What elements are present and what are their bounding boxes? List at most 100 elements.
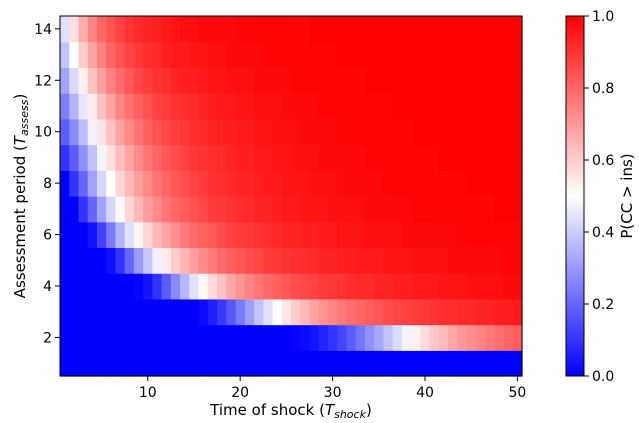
heatmap-cell <box>115 221 126 249</box>
heatmap-cell <box>152 144 163 171</box>
heatmap-cell <box>152 16 163 43</box>
heatmap-cell <box>87 144 98 171</box>
heatmap-cell <box>217 93 227 120</box>
heatmap-cell <box>429 273 440 300</box>
heatmap-cell <box>189 41 200 69</box>
heatmap-cell <box>485 350 495 377</box>
heatmap-cell <box>115 350 126 377</box>
heatmap-cell <box>374 67 384 94</box>
heatmap-cell <box>383 221 394 249</box>
x-axis-label: Time of shock (Tshock) <box>209 401 372 421</box>
heatmap-cell <box>217 324 227 351</box>
heatmap-cell <box>327 118 338 146</box>
heatmap-cell <box>69 221 80 249</box>
heatmap-cell <box>207 221 218 249</box>
heatmap-cell <box>291 93 301 120</box>
heatmap-cell <box>327 221 338 249</box>
heatmap-cell <box>281 221 292 249</box>
heatmap-cell <box>124 247 135 274</box>
heatmap-cell <box>226 350 237 377</box>
heatmap-cell <box>494 67 505 94</box>
heatmap-cell <box>466 144 477 171</box>
heatmap-cell <box>106 324 117 351</box>
heatmap-cell <box>207 16 218 43</box>
heatmap-cell <box>244 221 255 249</box>
heatmap-cell <box>429 144 440 171</box>
heatmap-cell <box>263 16 274 43</box>
heatmap-cell <box>60 93 70 120</box>
heatmap-cell <box>355 144 366 171</box>
heatmap-cell <box>152 67 163 94</box>
heatmap-cell <box>401 273 412 300</box>
heatmap-cell <box>374 16 384 43</box>
heatmap-cell <box>429 93 440 120</box>
heatmap-cell <box>60 41 70 69</box>
heatmap-cell <box>429 41 440 69</box>
heatmap-cell <box>69 118 80 146</box>
heatmap-cell <box>87 298 98 326</box>
heatmap-cell <box>180 298 190 326</box>
heatmap-cell <box>198 16 209 43</box>
heatmap-cell <box>355 41 366 69</box>
heatmap-cell <box>170 144 181 171</box>
heatmap-cell <box>161 144 172 171</box>
heatmap-cell <box>503 170 514 197</box>
heatmap-cell <box>152 298 163 326</box>
heatmap-cell <box>198 118 209 146</box>
heatmap-cell <box>291 221 301 249</box>
heatmap-cell <box>485 16 495 43</box>
heatmap-cell <box>300 350 311 377</box>
heatmap-cell <box>106 16 117 43</box>
heatmap-cell <box>457 118 468 146</box>
heatmap-cell <box>300 144 311 171</box>
heatmap-cell <box>411 247 421 274</box>
heatmap-cell <box>281 16 292 43</box>
heatmap-cell <box>291 196 301 223</box>
heatmap-cell <box>300 221 311 249</box>
heatmap-cell <box>263 170 274 197</box>
heatmap-cell <box>263 144 274 171</box>
heatmap-cell <box>198 221 209 249</box>
heatmap-cell <box>448 144 458 171</box>
heatmap-cell <box>263 350 274 377</box>
heatmap-cell <box>503 118 514 146</box>
heatmap-cell <box>337 247 348 274</box>
heatmap-cell <box>226 118 237 146</box>
heatmap-cell <box>475 221 486 249</box>
heatmap-cell <box>152 221 163 249</box>
heatmap-cell <box>235 41 246 69</box>
heatmap-cell <box>485 196 495 223</box>
heatmap-cell <box>411 196 421 223</box>
y-axis-label: Assessment period (Tassess) <box>11 94 31 299</box>
heatmap-cell <box>133 324 144 351</box>
heatmap-cell <box>392 273 403 300</box>
heatmap-cell <box>60 350 70 377</box>
heatmap-cell <box>364 324 375 351</box>
heatmap-cell <box>106 118 117 146</box>
heatmap-cell <box>300 324 311 351</box>
heatmap-cell <box>420 93 431 120</box>
heatmap-cell <box>438 41 449 69</box>
heatmap-cell <box>429 67 440 94</box>
heatmap-cell <box>337 298 348 326</box>
heatmap-cell <box>374 41 384 69</box>
heatmap-cell <box>448 16 458 43</box>
heatmap-cell <box>438 247 449 274</box>
heatmap-cell <box>383 247 394 274</box>
heatmap-cell <box>466 41 477 69</box>
heatmap-cell <box>457 273 468 300</box>
heatmap-cell <box>364 118 375 146</box>
heatmap-cell <box>115 93 126 120</box>
heatmap-cell <box>503 16 514 43</box>
colorbar-tick-label: 1.0 <box>592 9 614 25</box>
heatmap-cell <box>485 118 495 146</box>
heatmap-cell <box>494 273 505 300</box>
heatmap-cell <box>106 221 117 249</box>
heatmap-cell <box>448 196 458 223</box>
heatmap-cell <box>448 298 458 326</box>
heatmap-cell <box>475 67 486 94</box>
heatmap-cell <box>485 273 495 300</box>
heatmap-cell <box>512 144 523 171</box>
heatmap-cell <box>309 67 320 94</box>
heatmap-cell <box>512 324 523 351</box>
